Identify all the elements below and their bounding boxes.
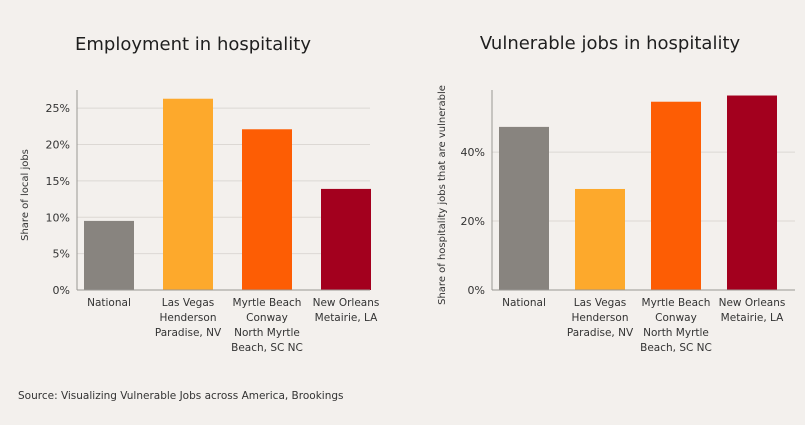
bar bbox=[499, 126, 549, 291]
bar bbox=[651, 101, 701, 290]
category-label-line: New Orleans bbox=[313, 297, 380, 309]
y-tick-label: 20% bbox=[46, 139, 70, 152]
y-tick-label: 15% bbox=[46, 175, 70, 188]
category-label-line: Conway bbox=[246, 312, 288, 324]
bar bbox=[84, 220, 134, 290]
chart-2: Vulnerable jobs in hospitality 0% 20% 40% Sh… bbox=[437, 33, 795, 354]
category-label: Myrtle Beach Conway North Myrtle Beach, SC … bbox=[231, 297, 303, 354]
category-label-line: Beach, SC NC bbox=[231, 342, 303, 354]
category-label-line: Metairie, LA bbox=[721, 312, 784, 324]
category-label-line: Myrtle Beach bbox=[642, 297, 711, 309]
category-label: National bbox=[87, 297, 131, 309]
category-label: Las Vegas Henderson Paradise, NV bbox=[567, 297, 634, 339]
chart-title: Vulnerable jobs in hospitality bbox=[480, 33, 741, 54]
bar bbox=[727, 95, 777, 290]
bar bbox=[575, 188, 625, 290]
y-tick-label: 10% bbox=[46, 211, 70, 224]
category-label-line: Las Vegas bbox=[162, 297, 215, 309]
bar bbox=[321, 188, 371, 290]
y-tick-label: 40% bbox=[461, 146, 485, 159]
category-label: New Orleans Metairie, LA bbox=[313, 297, 380, 324]
category-label-line: Conway bbox=[655, 312, 697, 324]
category-label-line: Henderson bbox=[571, 312, 628, 324]
category-label-line: National bbox=[87, 297, 131, 309]
category-label-line: Henderson bbox=[159, 312, 216, 324]
source-note: Source: Visualizing Vulnerable Jobs acro… bbox=[18, 390, 344, 402]
category-label-line: Metairie, LA bbox=[315, 312, 378, 324]
y-tick-label: 0% bbox=[468, 284, 485, 297]
category-label-line: Paradise, NV bbox=[155, 327, 222, 339]
category-label: National bbox=[502, 297, 546, 309]
y-tick-label: 20% bbox=[461, 215, 485, 228]
category-label: New Orleans Metairie, LA bbox=[719, 297, 786, 324]
category-label-line: North Myrtle bbox=[234, 327, 300, 339]
category-label: Myrtle Beach Conway North Myrtle Beach, SC … bbox=[640, 297, 712, 354]
category-label-line: Beach, SC NC bbox=[640, 342, 712, 354]
y-axis-label: Share of hospitality jobs that are vulne… bbox=[437, 85, 448, 305]
category-label-line: North Myrtle bbox=[643, 327, 709, 339]
category-label: Las Vegas Henderson Paradise, NV bbox=[155, 297, 222, 339]
chart-1: Employment in hospitality 0% 5% 10% 15% 20% 25… bbox=[20, 34, 379, 354]
y-tick-label: 0% bbox=[53, 284, 70, 297]
category-label-line: Las Vegas bbox=[574, 297, 627, 309]
bar bbox=[242, 129, 292, 290]
category-label-line: Myrtle Beach bbox=[233, 297, 302, 309]
y-tick-label: 5% bbox=[53, 248, 70, 261]
y-axis-label: Share of local jobs bbox=[20, 149, 31, 241]
bar bbox=[163, 98, 213, 291]
category-label-line: New Orleans bbox=[719, 297, 786, 309]
category-label-line: National bbox=[502, 297, 546, 309]
category-label-line: Paradise, NV bbox=[567, 327, 634, 339]
y-tick-label: 25% bbox=[46, 102, 70, 115]
chart-title: Employment in hospitality bbox=[75, 34, 311, 55]
